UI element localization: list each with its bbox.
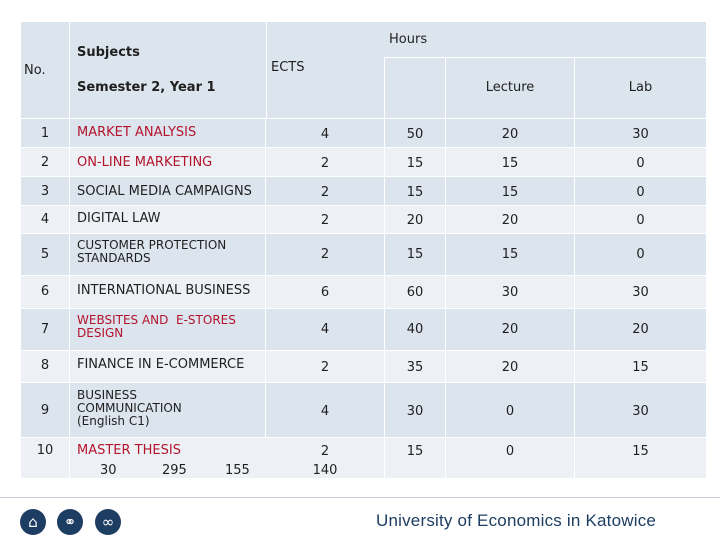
- total-hours: 295: [162, 463, 187, 478]
- total-ects: 30: [100, 463, 117, 478]
- row-hours: 15: [406, 247, 424, 262]
- row-hours: 35: [406, 360, 424, 375]
- row-lab: 0: [636, 247, 645, 262]
- row-ects: 2: [320, 247, 330, 262]
- row-ects: 2: [320, 360, 330, 375]
- university-logo-text: University of Economics in Katowice: [376, 511, 657, 530]
- row-lab: 30: [632, 404, 649, 419]
- row-lab: 30: [632, 285, 649, 300]
- row-lecture: 0: [505, 404, 515, 419]
- row-lecture: 20: [501, 213, 519, 228]
- row-subject: CUSTOMER PROTECTION STANDARDS: [77, 238, 227, 265]
- row-lab: 0: [636, 156, 645, 171]
- table-row: [21, 206, 706, 233]
- row-lab: 0: [636, 213, 645, 228]
- row-subject: BUSINESS COMMUNICATION (English C1): [77, 388, 182, 428]
- row-no: 8: [40, 358, 50, 373]
- table-row: [21, 177, 706, 205]
- row-subject: SOCIAL MEDIA CAMPAIGNS: [77, 184, 252, 199]
- footer-divider: [0, 497, 720, 498]
- row-hours: 15: [406, 444, 424, 459]
- row-ects: 2: [320, 213, 330, 228]
- row-subject: FINANCE IN E-COMMERCE: [77, 357, 245, 372]
- row-subject: ON-LINE MARKETING: [77, 155, 213, 170]
- table-row: [21, 351, 706, 382]
- row-no: 7: [40, 322, 50, 337]
- header-semester: Semester 2, Year 1: [77, 80, 216, 95]
- row-subject: MASTER THESIS: [77, 443, 181, 458]
- row-hours: 15: [406, 185, 424, 200]
- row-lab: 15: [632, 360, 649, 375]
- row-lab: 0: [636, 185, 645, 200]
- row-lecture: 20: [501, 322, 519, 337]
- header-lab: Lab: [628, 80, 653, 95]
- row-hours: 50: [406, 127, 424, 142]
- row-hours: 15: [406, 156, 424, 171]
- row-lecture: 20: [501, 360, 519, 375]
- header-hours: Hours: [389, 32, 428, 47]
- table-row: [21, 276, 706, 308]
- infinity-icon[interactable]: ∞: [95, 509, 121, 535]
- row-lecture: 15: [501, 156, 519, 171]
- row-subject: DIGITAL LAW: [77, 211, 161, 226]
- home-icon[interactable]: ⌂: [20, 509, 46, 535]
- row-hours: 30: [406, 404, 424, 419]
- total-lecture: 155: [225, 463, 250, 478]
- row-lab: 20: [632, 322, 649, 337]
- row-hours: 60: [406, 285, 424, 300]
- row-ects: 2: [320, 156, 330, 171]
- row-hours: 20: [406, 213, 424, 228]
- row-no: 1: [40, 126, 50, 141]
- row-ects: 2: [320, 185, 330, 200]
- row-subject: INTERNATIONAL BUSINESS: [77, 283, 251, 298]
- row-ects: 4: [320, 127, 330, 142]
- row-lecture: 20: [501, 127, 519, 142]
- row-ects: 6: [320, 285, 330, 300]
- row-no: 6: [40, 284, 50, 299]
- table-row: [21, 148, 706, 176]
- row-lecture: 15: [501, 247, 519, 262]
- header-subjects: Subjects: [77, 45, 140, 60]
- row-lecture: 30: [501, 285, 519, 300]
- table-row: [21, 383, 706, 437]
- row-no: 5: [40, 247, 50, 262]
- row-lab: 30: [632, 127, 649, 142]
- row-subject: MARKET ANALYSIS: [77, 125, 197, 140]
- row-no: 9: [40, 403, 50, 418]
- header-lecture: Lecture: [485, 80, 535, 95]
- table-header: [21, 22, 706, 118]
- row-lecture: 15: [501, 185, 519, 200]
- row-no: 2: [40, 155, 50, 170]
- row-lecture: 0: [505, 444, 515, 459]
- table-row: [21, 234, 706, 275]
- table-row: [21, 438, 706, 478]
- row-ects: 4: [320, 404, 330, 419]
- total-lab: 140: [312, 463, 338, 478]
- row-ects: 2: [320, 444, 330, 459]
- row-ects: 4: [320, 322, 330, 337]
- header-ects: ECTS: [271, 60, 305, 75]
- globe-icon[interactable]: ⚭: [57, 509, 83, 535]
- row-subject: WEBSITES AND E-STORES DESIGN: [77, 313, 236, 340]
- row-no: 10: [36, 443, 54, 458]
- row-no: 3: [40, 184, 50, 199]
- row-hours: 40: [406, 322, 424, 337]
- header-no: No.: [24, 63, 46, 78]
- table-row: [21, 119, 706, 147]
- table-row: [21, 309, 706, 350]
- row-no: 4: [40, 212, 50, 227]
- row-lab: 15: [632, 444, 649, 459]
